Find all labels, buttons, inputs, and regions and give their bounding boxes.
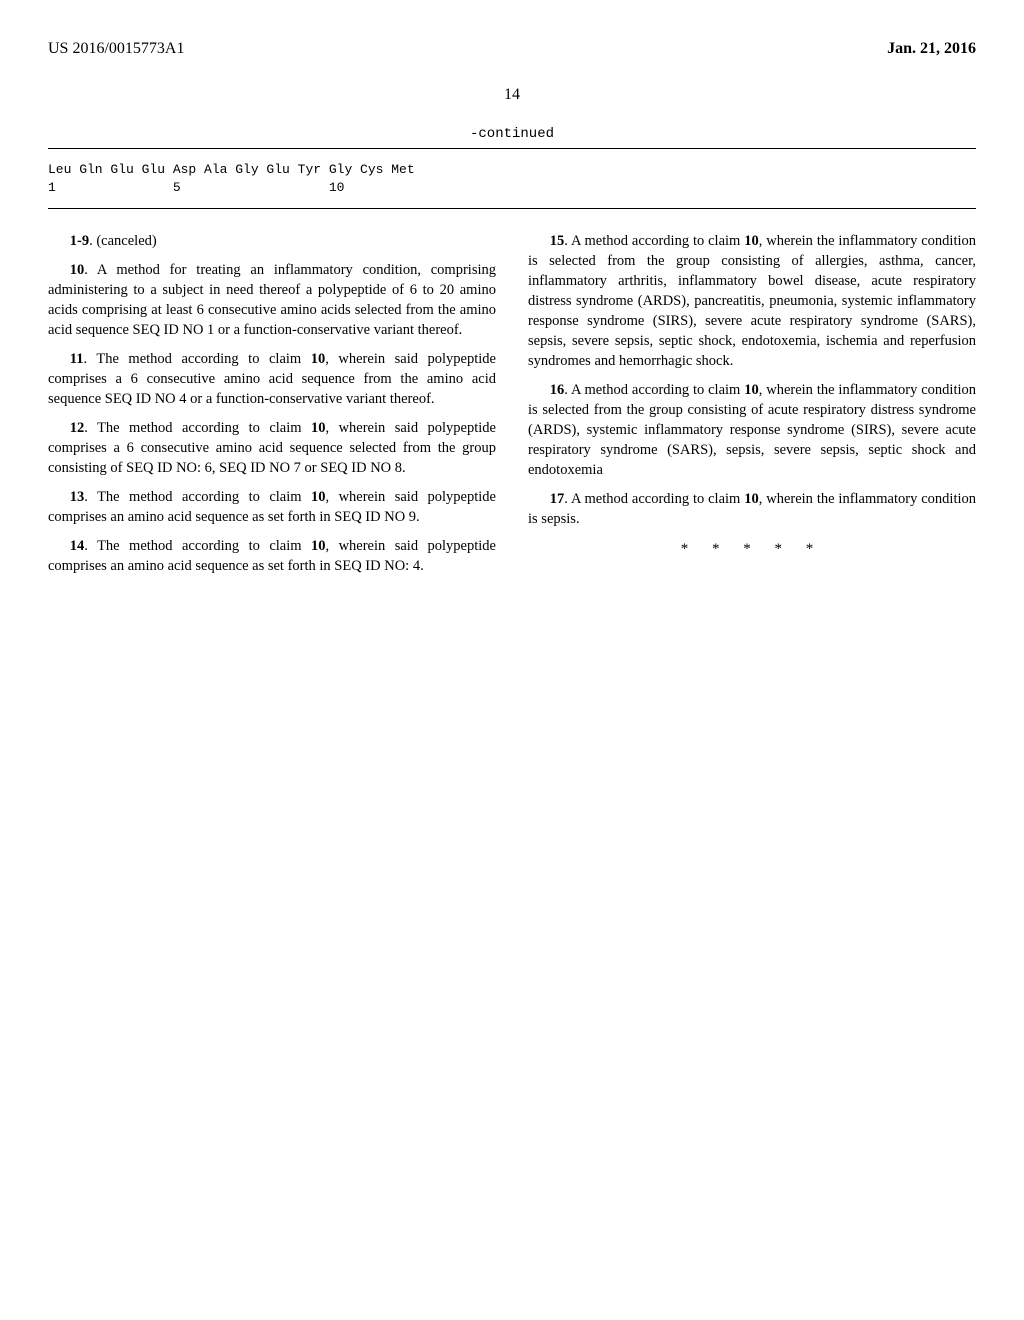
claim-text-a: . The method according to claim [84,489,311,505]
sequence-block: Leu Gln Glu Glu Asp Ala Gly Glu Tyr Gly … [48,148,976,209]
sequence-residues: Leu Gln Glu Glu Asp Ala Gly Glu Tyr Gly … [48,161,976,179]
claim-ref: 10 [311,489,326,505]
claim-num: 12 [70,420,85,436]
claim-text-a: . The method according to claim [84,420,311,436]
claim-num: 11 [70,351,84,367]
claim-14: 14. The method according to claim 10, wh… [48,536,496,576]
claim-num: 10 [70,262,85,278]
claim-text-a: . A method according to claim [564,491,744,507]
claim-11: 11. The method according to claim 10, wh… [48,349,496,409]
claim-ref: 10 [311,351,326,367]
claim-range: 1-9 [70,233,89,249]
claim-text-a: . A method according to claim [564,233,744,249]
publication-date: Jan. 21, 2016 [887,40,976,58]
claim-ref: 10 [744,382,759,398]
sequence-numbers: 1 5 10 [48,179,976,197]
claims-columns: 1-9. (canceled) 10. A method for treatin… [48,231,976,585]
end-stars: * * * * * [528,539,976,560]
claim-13: 13. The method according to claim 10, wh… [48,487,496,527]
claim-text-a: . A method according to claim [564,382,744,398]
claim-15: 15. A method according to claim 10, wher… [528,231,976,371]
continued-label: -continued [48,126,976,142]
claim-num: 14 [70,538,85,554]
claim-text-b: , wherein the inflammatory condition is … [528,233,976,369]
claim-text: . A method for treating an inflammatory … [48,262,496,338]
claim-16: 16. A method according to claim 10, wher… [528,380,976,480]
claim-num: 15 [550,233,565,249]
claim-10: 10. A method for treating an inflammator… [48,260,496,340]
claim-ref: 10 [311,420,326,436]
claim-ref: 10 [744,233,759,249]
page-number: 14 [48,86,976,104]
claim-canceled-text: . (canceled) [89,233,157,249]
claim-canceled: 1-9. (canceled) [48,231,496,251]
patent-id: US 2016/0015773A1 [48,40,184,58]
claim-text-a: . The method according to claim [84,538,311,554]
claim-num: 16 [550,382,565,398]
claim-12: 12. The method according to claim 10, wh… [48,418,496,478]
claim-num: 13 [70,489,85,505]
claim-17: 17. A method according to claim 10, wher… [528,489,976,529]
left-column: 1-9. (canceled) 10. A method for treatin… [48,231,496,585]
claim-ref: 10 [311,538,326,554]
claim-text-a: . The method according to claim [83,351,310,367]
claim-num: 17 [550,491,565,507]
right-column: 15. A method according to claim 10, wher… [528,231,976,585]
page-header: US 2016/0015773A1 Jan. 21, 2016 [48,40,976,58]
claim-ref: 10 [744,491,759,507]
